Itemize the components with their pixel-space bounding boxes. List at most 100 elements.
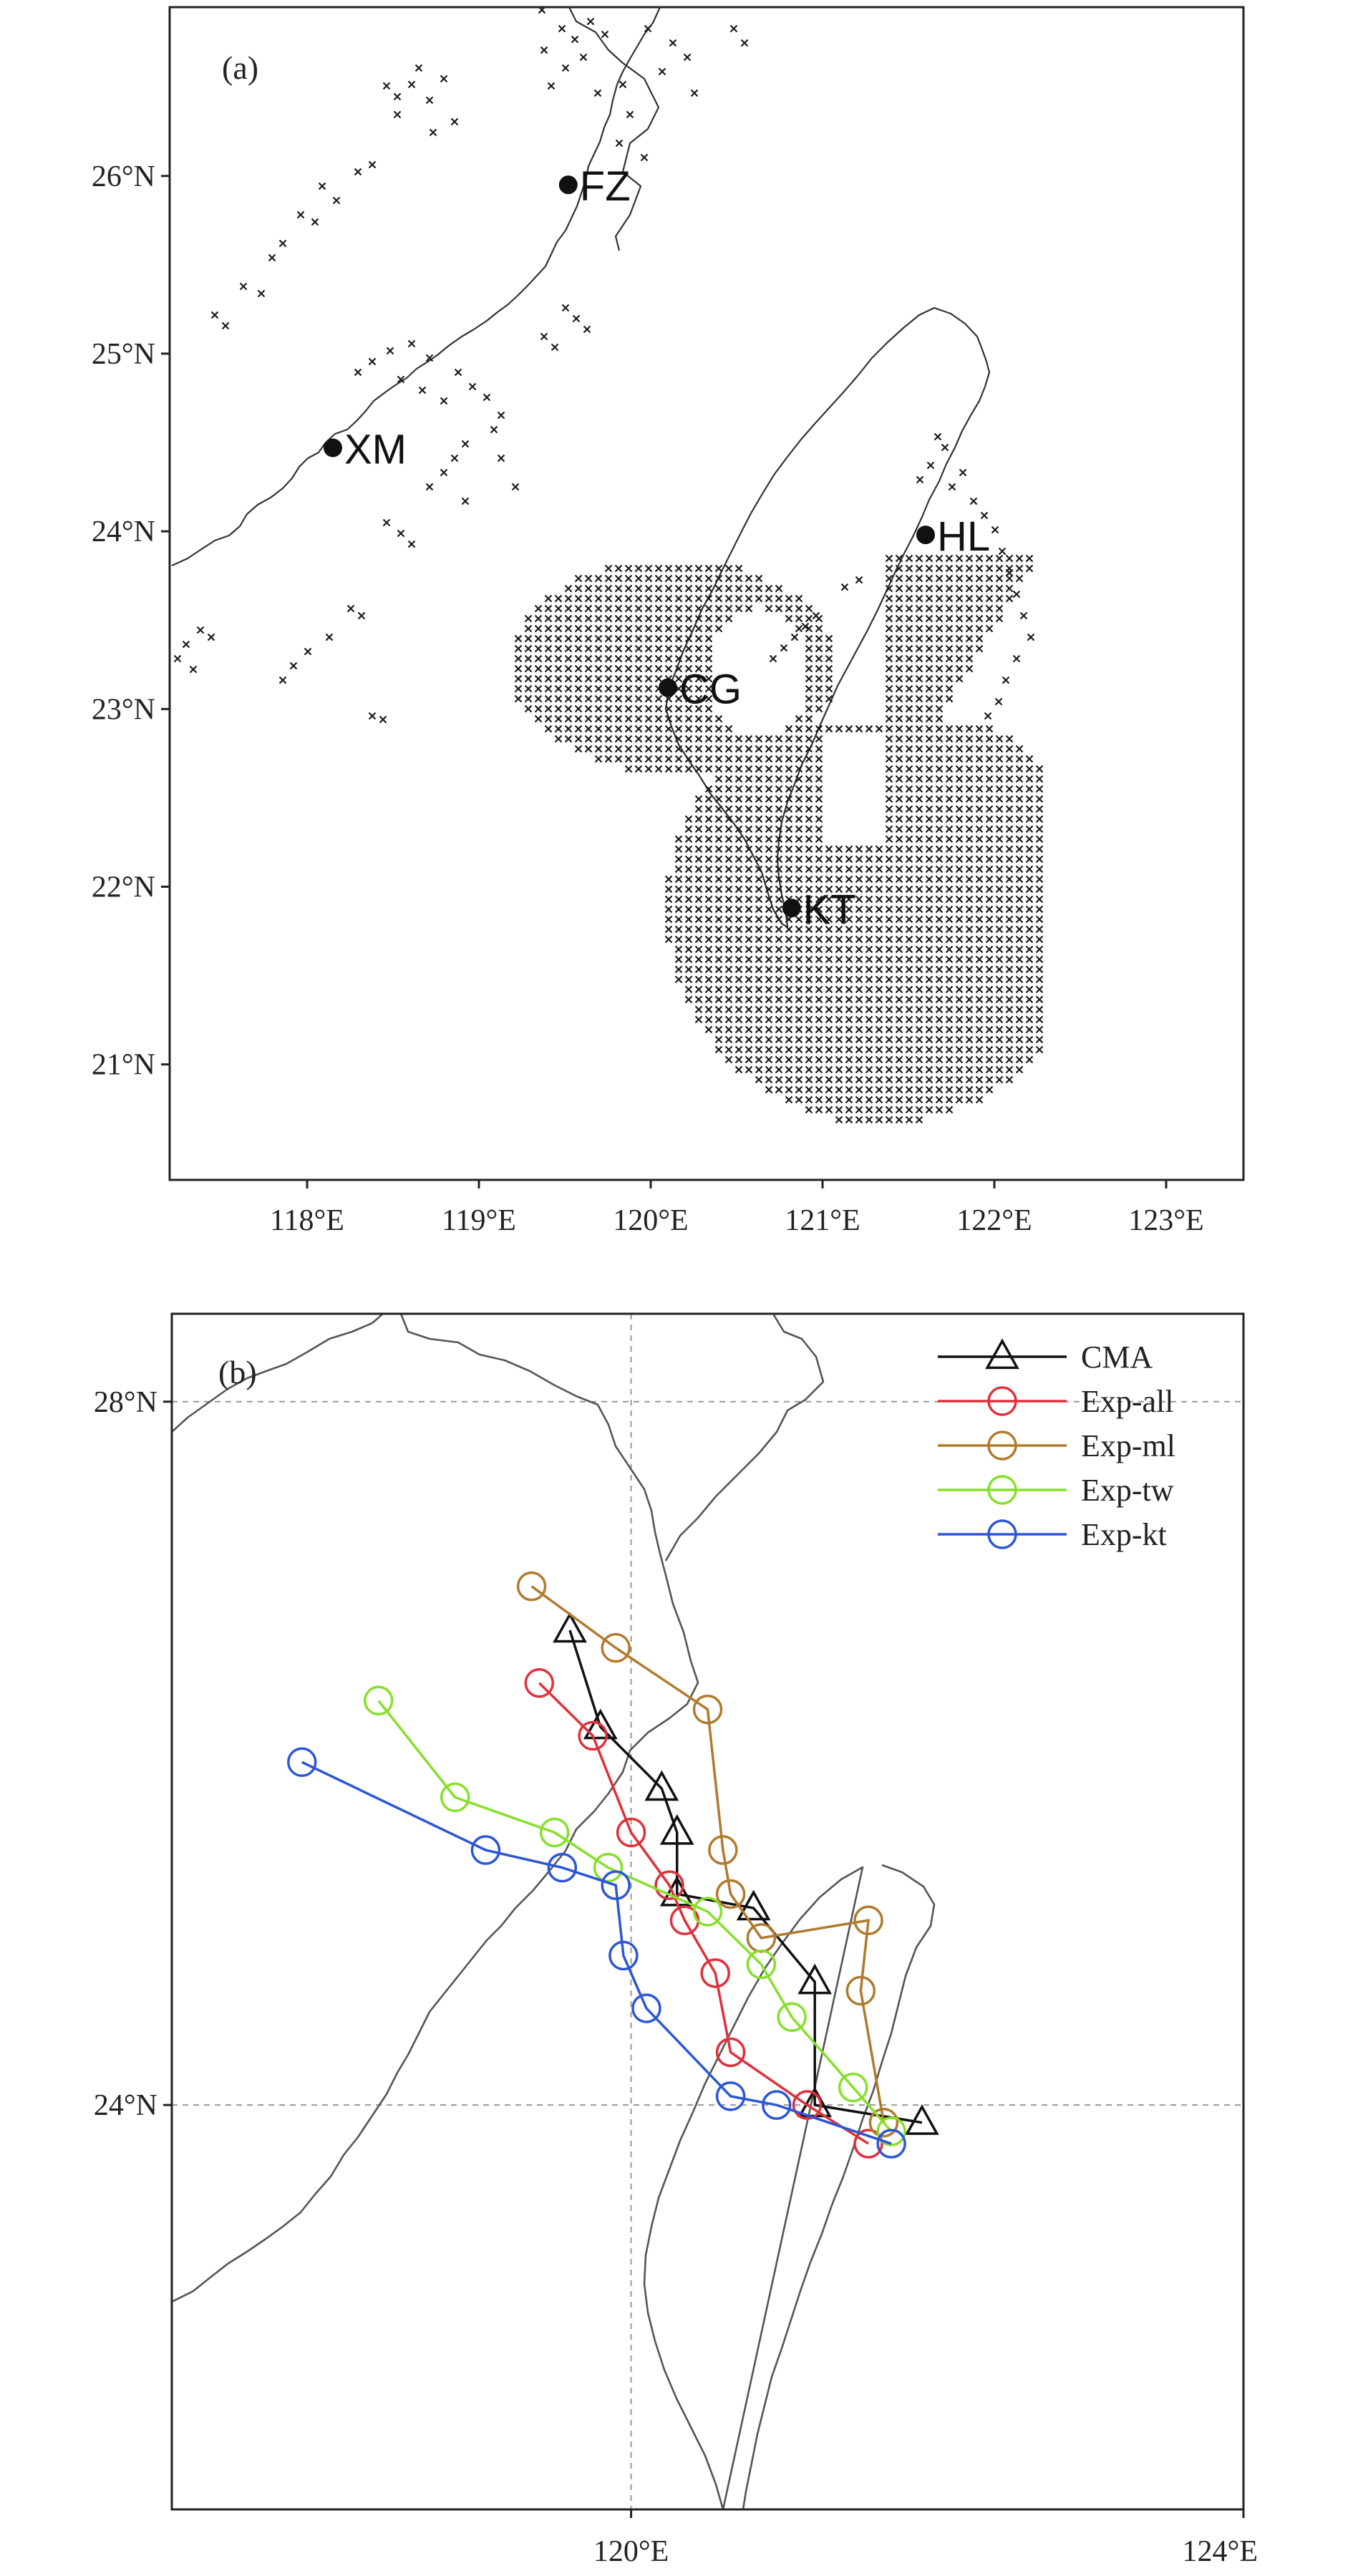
station-marker bbox=[895, 805, 903, 813]
station-marker bbox=[905, 965, 913, 974]
station-marker bbox=[694, 735, 703, 743]
station-marker bbox=[664, 715, 673, 723]
legend-label: CMA bbox=[1081, 1340, 1153, 1375]
station-marker bbox=[593, 89, 602, 97]
station-marker bbox=[1015, 574, 1024, 583]
station-marker bbox=[935, 1055, 944, 1064]
station-marker bbox=[995, 895, 1004, 904]
station-marker bbox=[684, 995, 693, 1004]
station-marker bbox=[855, 1115, 863, 1124]
station-marker bbox=[1035, 775, 1044, 783]
station-marker bbox=[714, 1045, 723, 1054]
station-marker bbox=[393, 92, 402, 101]
station-marker bbox=[704, 855, 713, 863]
station-marker bbox=[875, 915, 883, 924]
station-marker bbox=[975, 975, 984, 984]
station-marker bbox=[915, 875, 923, 883]
station-marker bbox=[925, 634, 933, 643]
station-marker bbox=[845, 895, 853, 904]
station-marker bbox=[775, 865, 783, 873]
station-marker bbox=[945, 925, 954, 934]
station-marker bbox=[925, 805, 933, 813]
station-marker bbox=[885, 574, 893, 583]
station-marker bbox=[995, 995, 1004, 1004]
station-marker bbox=[895, 644, 903, 653]
station-marker bbox=[955, 664, 964, 673]
station-marker bbox=[985, 805, 994, 813]
station-marker bbox=[885, 1055, 893, 1064]
station-marker bbox=[885, 825, 893, 833]
track-point bbox=[547, 1852, 578, 1883]
station-marker bbox=[785, 1015, 793, 1024]
station-marker bbox=[278, 676, 287, 684]
station-marker bbox=[935, 674, 944, 683]
station-marker bbox=[1005, 855, 1014, 863]
station-marker bbox=[935, 825, 944, 833]
station-marker bbox=[915, 935, 923, 944]
station-marker bbox=[1015, 755, 1024, 763]
station-marker bbox=[684, 704, 693, 713]
station-marker bbox=[654, 674, 663, 683]
station-marker bbox=[895, 925, 903, 934]
mainland-coastline bbox=[664, 1314, 825, 1561]
station-marker bbox=[1015, 785, 1024, 793]
station-marker bbox=[664, 725, 673, 733]
station-marker bbox=[765, 755, 773, 763]
station-marker bbox=[955, 925, 964, 934]
station-marker bbox=[805, 765, 813, 773]
station-marker bbox=[805, 1105, 813, 1114]
station-marker bbox=[905, 855, 913, 863]
station-marker bbox=[895, 735, 903, 743]
station-marker bbox=[1015, 885, 1024, 894]
station-marker bbox=[1035, 835, 1044, 843]
station-marker bbox=[955, 755, 964, 763]
station-marker bbox=[1015, 925, 1024, 934]
station-marker bbox=[995, 785, 1004, 793]
station-marker bbox=[755, 905, 763, 914]
station-marker bbox=[775, 805, 783, 813]
station-marker bbox=[795, 594, 803, 603]
station-marker bbox=[1005, 965, 1014, 974]
station-marker bbox=[268, 253, 276, 262]
track-point bbox=[853, 2129, 883, 2159]
station-marker bbox=[845, 865, 853, 873]
station-marker bbox=[995, 1065, 1004, 1074]
station-marker bbox=[724, 805, 733, 813]
track-point bbox=[516, 1571, 547, 1602]
station-marker bbox=[564, 725, 573, 733]
station-marker bbox=[714, 895, 723, 904]
station-marker bbox=[634, 684, 643, 693]
station-marker bbox=[775, 875, 783, 883]
station-marker bbox=[935, 654, 944, 663]
station-marker bbox=[714, 825, 723, 833]
station-marker bbox=[905, 915, 913, 924]
station-marker bbox=[815, 624, 823, 633]
panel-b-track-map: (b) 120°E 124°E28°N24°N CMAExp-allExp-mlE… bbox=[94, 1312, 1258, 2568]
station-marker bbox=[584, 674, 593, 683]
station-marker bbox=[450, 454, 459, 463]
station-marker bbox=[780, 644, 788, 652]
station-marker bbox=[564, 684, 573, 693]
station-marker bbox=[755, 795, 763, 803]
station-marker bbox=[684, 755, 693, 763]
station-marker bbox=[785, 985, 793, 994]
track-line bbox=[301, 1761, 892, 2145]
station-marker bbox=[257, 289, 266, 298]
station-marker bbox=[985, 895, 994, 904]
station-marker bbox=[755, 995, 763, 1004]
station-marker bbox=[1005, 895, 1014, 904]
station-marker bbox=[1027, 633, 1035, 641]
station-marker bbox=[694, 845, 703, 853]
station-marker bbox=[664, 765, 673, 773]
station-marker bbox=[704, 604, 713, 613]
station-marker bbox=[785, 1095, 793, 1104]
station-marker bbox=[714, 584, 723, 593]
station-marker bbox=[795, 855, 803, 863]
station-marker bbox=[684, 654, 693, 663]
station-marker bbox=[775, 915, 783, 924]
station-marker bbox=[734, 765, 743, 773]
track-cma bbox=[553, 1612, 939, 2135]
station-marker bbox=[1005, 1055, 1014, 1064]
station-marker bbox=[765, 925, 773, 934]
station-marker bbox=[785, 935, 793, 944]
